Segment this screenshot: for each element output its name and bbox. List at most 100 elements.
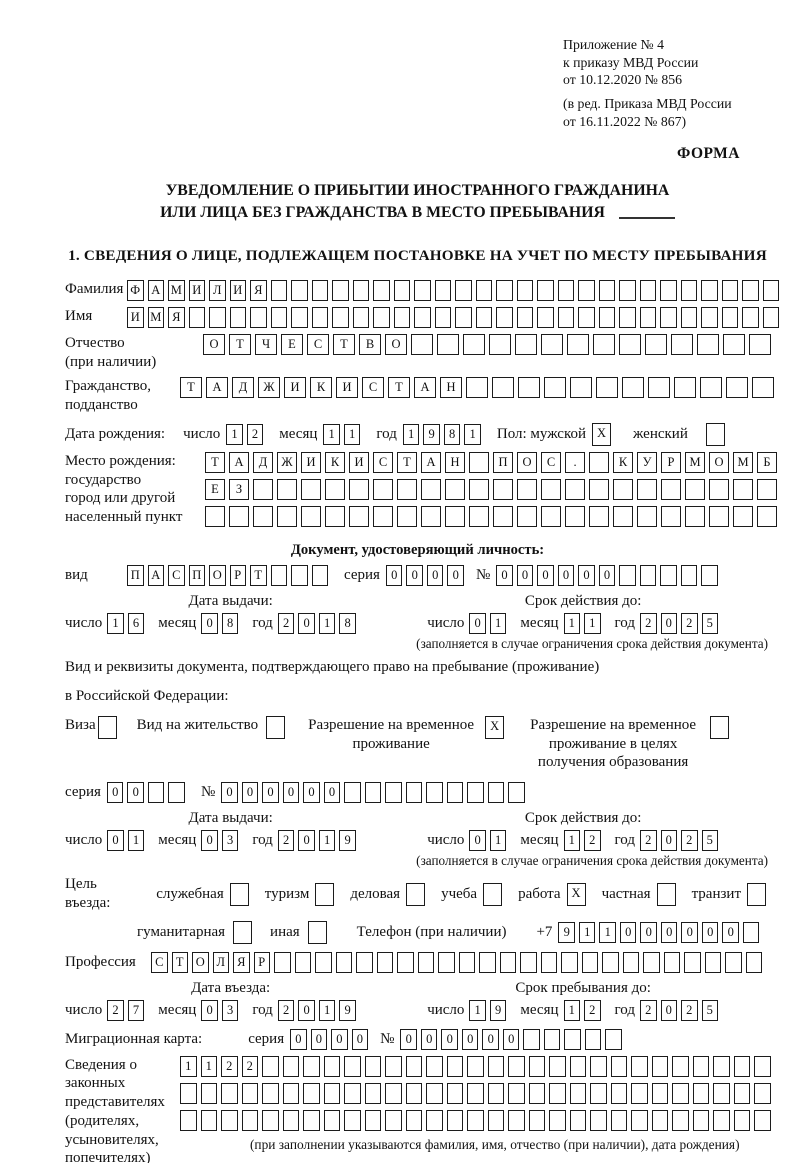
char-box[interactable] — [508, 782, 525, 804]
char-box[interactable] — [508, 1055, 525, 1077]
char-box[interactable]: 5 — [701, 829, 718, 851]
char-box[interactable]: 0 — [385, 565, 403, 587]
char-box[interactable] — [437, 333, 459, 355]
char-box[interactable]: Т — [388, 377, 410, 399]
char-box[interactable]: 1 — [563, 999, 581, 1021]
char-box[interactable] — [373, 306, 390, 328]
char-box[interactable] — [385, 782, 402, 804]
char-box[interactable]: О — [203, 333, 225, 355]
char-box[interactable] — [262, 1082, 279, 1104]
char-box[interactable] — [397, 505, 417, 527]
char-box[interactable] — [631, 1109, 648, 1131]
char-box[interactable] — [446, 782, 464, 804]
char-box[interactable] — [492, 377, 514, 399]
char-box[interactable] — [438, 951, 455, 973]
char-box[interactable] — [508, 1109, 525, 1131]
char-box[interactable] — [385, 1055, 402, 1077]
char-box[interactable]: 8 — [221, 612, 239, 634]
char-box[interactable] — [537, 279, 554, 301]
char-box[interactable] — [680, 565, 698, 587]
char-box[interactable] — [692, 1055, 709, 1077]
char-box[interactable] — [541, 505, 561, 527]
char-box[interactable]: 0 — [426, 565, 444, 587]
char-box[interactable] — [637, 478, 657, 500]
char-box[interactable] — [426, 1082, 443, 1104]
char-box[interactable] — [466, 377, 488, 399]
char-box[interactable]: . — [565, 451, 585, 473]
char-box[interactable] — [622, 951, 639, 973]
char-box[interactable] — [660, 279, 677, 301]
purpose-business-checkbox[interactable] — [406, 882, 429, 906]
char-box[interactable] — [578, 279, 595, 301]
char-box[interactable] — [584, 1028, 602, 1050]
char-box[interactable] — [613, 505, 633, 527]
char-box[interactable] — [475, 306, 492, 328]
char-box[interactable] — [619, 565, 636, 587]
char-box[interactable]: 0 — [660, 612, 677, 634]
char-box[interactable] — [637, 505, 657, 527]
char-box[interactable] — [487, 782, 505, 804]
char-box[interactable] — [421, 505, 441, 527]
char-box[interactable] — [335, 951, 352, 973]
char-box[interactable] — [233, 920, 253, 944]
char-box[interactable]: 9 — [339, 999, 356, 1021]
char-box[interactable] — [570, 377, 592, 399]
char-box[interactable]: 1 — [464, 423, 481, 445]
char-box[interactable] — [349, 478, 369, 500]
char-box[interactable] — [311, 279, 328, 301]
char-box[interactable]: 9 — [558, 921, 575, 943]
char-box[interactable] — [487, 1109, 504, 1131]
char-box[interactable]: 0 — [461, 1028, 479, 1050]
char-box[interactable] — [469, 505, 489, 527]
char-box[interactable]: 0 — [660, 829, 677, 851]
char-box[interactable] — [709, 505, 729, 527]
char-box[interactable] — [493, 505, 513, 527]
char-box[interactable] — [421, 478, 441, 500]
char-box[interactable]: 0 — [578, 565, 595, 587]
char-box[interactable] — [303, 1082, 320, 1104]
char-box[interactable] — [364, 782, 382, 804]
char-box[interactable] — [516, 279, 533, 301]
char-box[interactable] — [385, 1109, 402, 1131]
char-box[interactable]: Д — [253, 451, 273, 473]
char-box[interactable]: П — [188, 565, 205, 587]
char-box[interactable]: 2 — [221, 1055, 238, 1077]
char-box[interactable] — [445, 478, 465, 500]
char-box[interactable] — [469, 451, 489, 473]
char-box[interactable] — [569, 1109, 586, 1131]
char-box[interactable]: 6 — [127, 612, 145, 634]
char-box[interactable] — [593, 333, 615, 355]
char-box[interactable] — [564, 1028, 581, 1050]
char-box[interactable] — [557, 306, 574, 328]
char-box[interactable] — [578, 306, 595, 328]
char-box[interactable]: Т — [229, 333, 251, 355]
char-box[interactable] — [180, 1109, 197, 1131]
char-box[interactable] — [757, 505, 777, 527]
char-box[interactable] — [376, 951, 393, 973]
char-box[interactable] — [411, 333, 433, 355]
char-box[interactable] — [270, 279, 287, 301]
char-box[interactable]: 1 — [563, 612, 581, 634]
char-box[interactable]: Ж — [258, 377, 280, 399]
char-box[interactable]: Б — [757, 451, 777, 473]
char-box[interactable] — [241, 1082, 258, 1104]
char-box[interactable] — [344, 1109, 361, 1131]
char-box[interactable]: 0 — [201, 612, 218, 634]
char-box[interactable]: 0 — [310, 1028, 328, 1050]
char-box[interactable] — [704, 951, 721, 973]
char-box[interactable]: 1 — [107, 612, 124, 634]
char-box[interactable]: 2 — [107, 999, 124, 1021]
char-box[interactable] — [663, 951, 680, 973]
char-box[interactable] — [301, 505, 321, 527]
char-box[interactable]: Р — [661, 451, 681, 473]
char-box[interactable] — [311, 306, 328, 328]
